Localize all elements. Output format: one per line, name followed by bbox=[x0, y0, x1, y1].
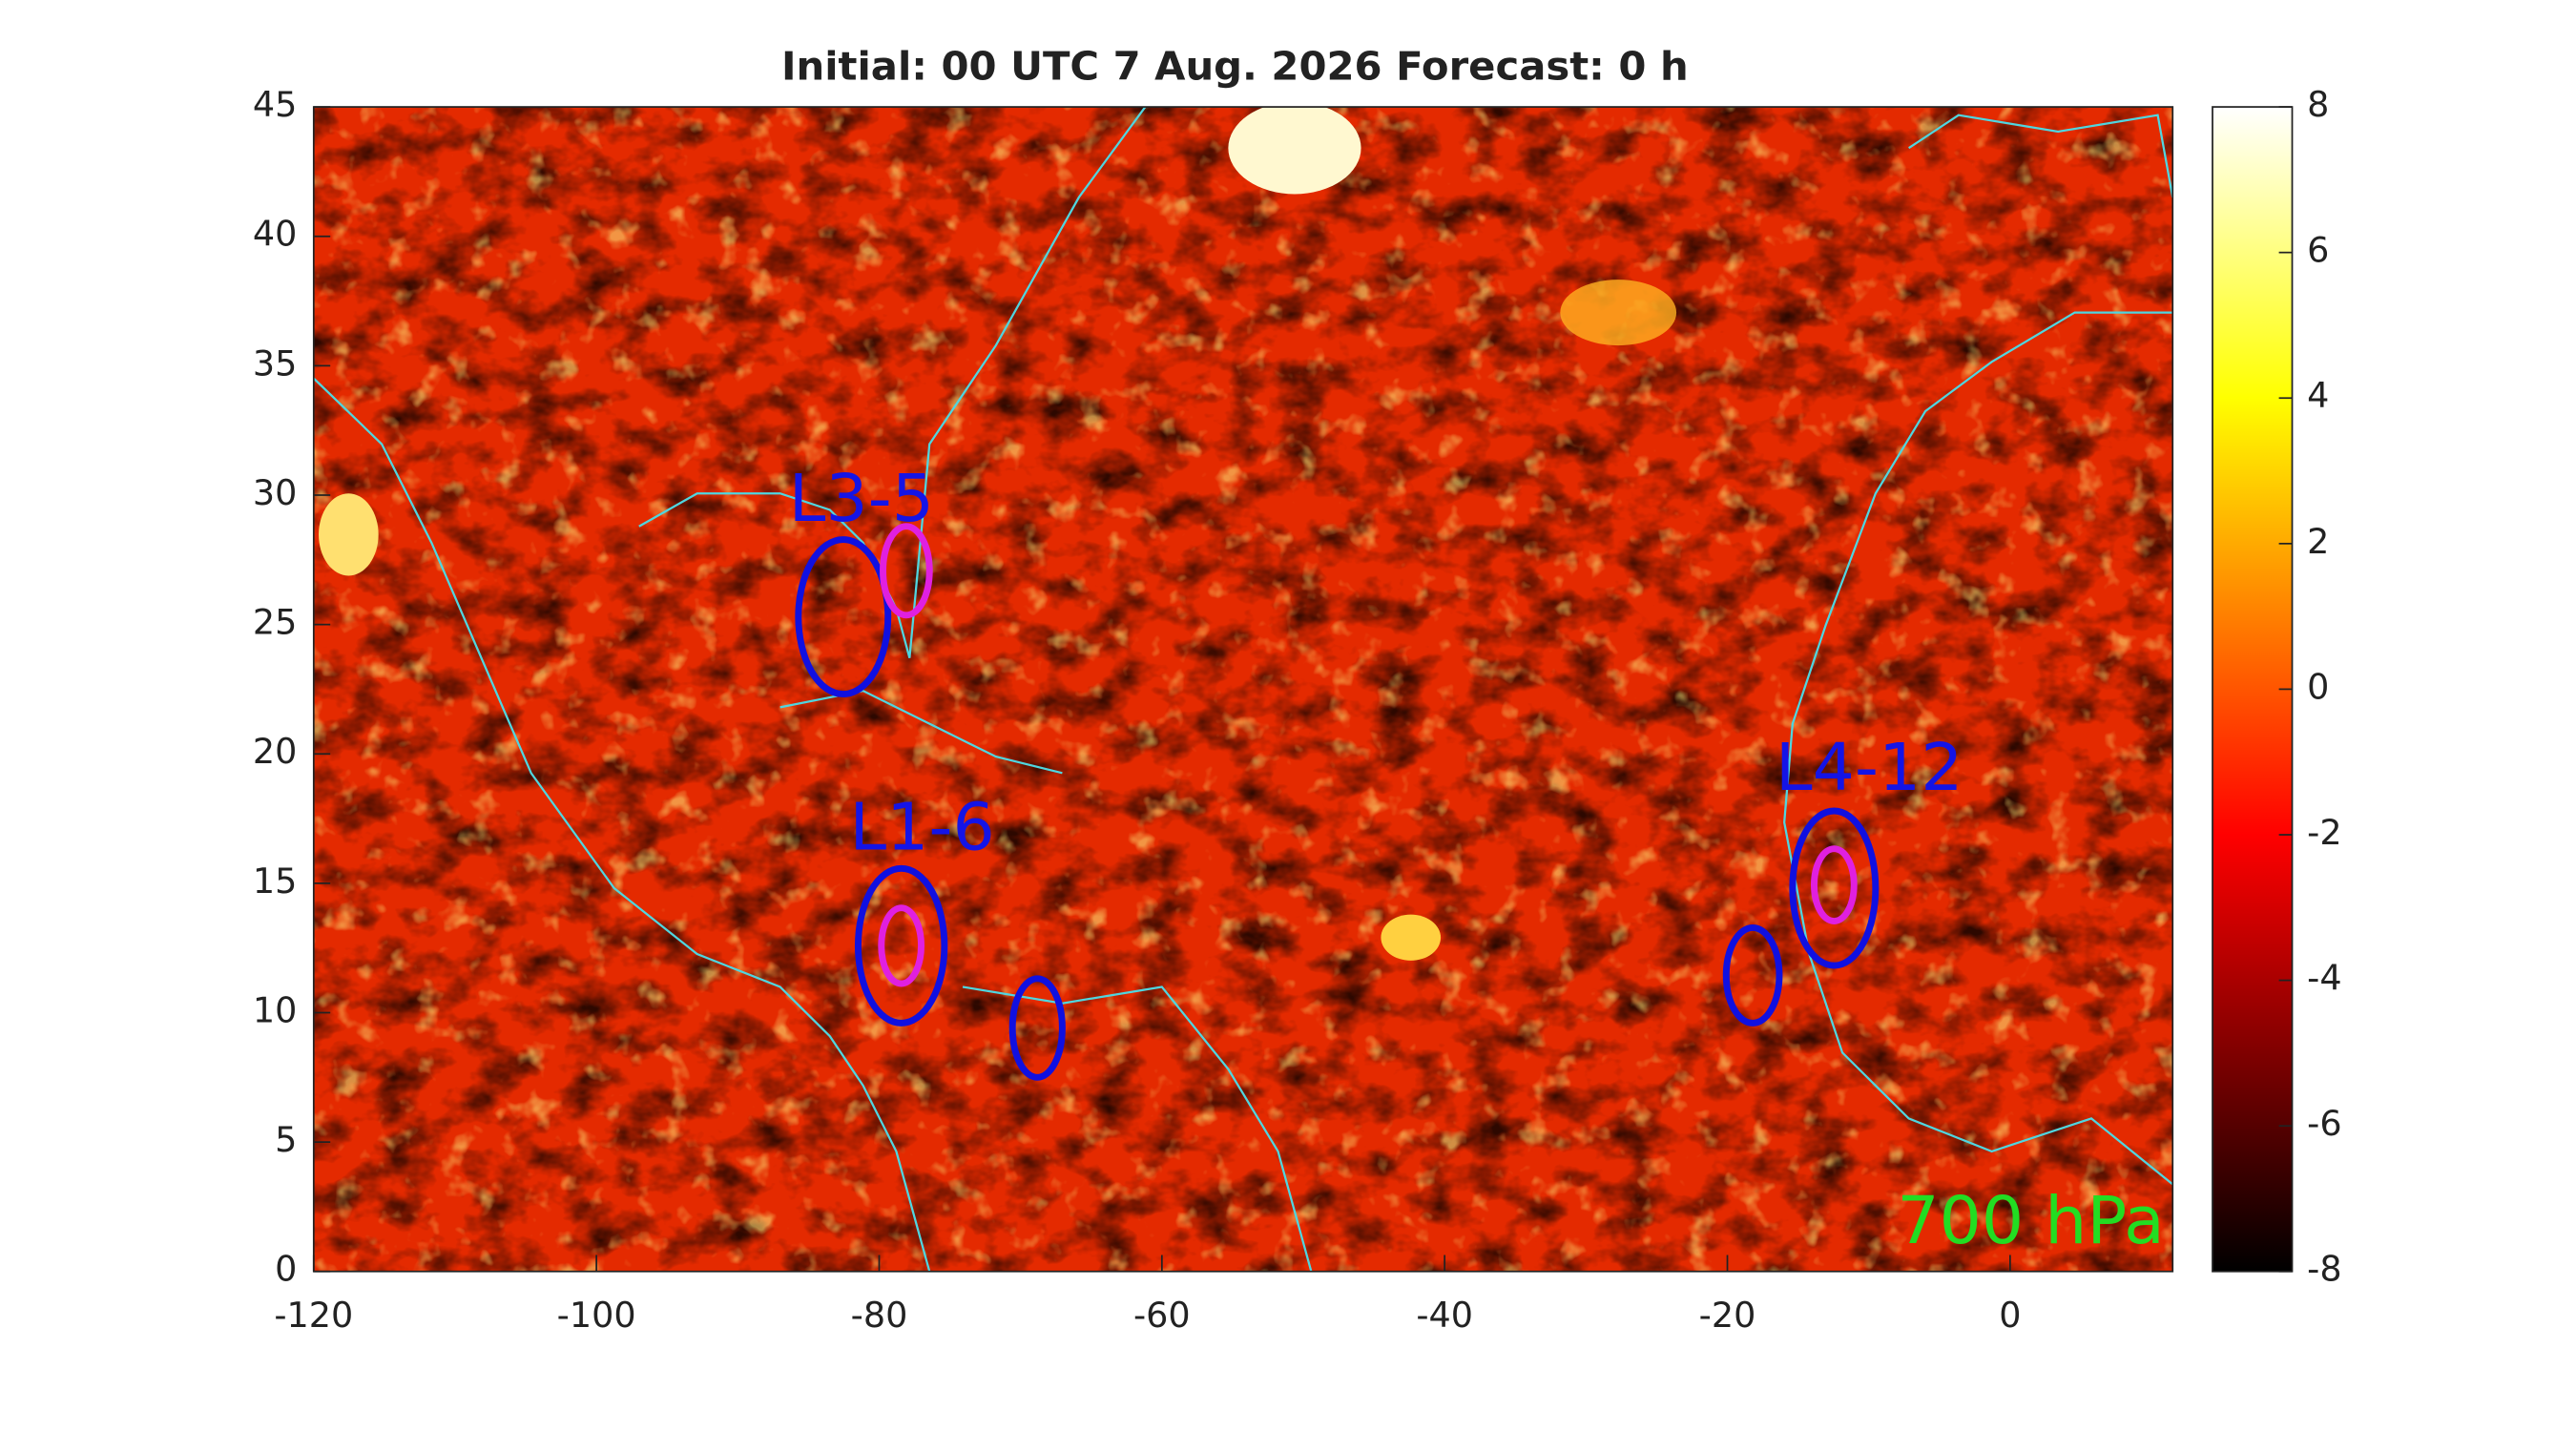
x-tick-label: -100 bbox=[557, 1295, 636, 1336]
y-tick-label: 25 bbox=[253, 602, 297, 643]
colorbar-tick-label: 4 bbox=[2307, 375, 2329, 416]
annotation: L3-5 bbox=[789, 461, 934, 537]
region-ellipse bbox=[1722, 923, 1783, 1027]
annotation: L1-6 bbox=[849, 790, 994, 866]
plot-frame bbox=[312, 106, 2174, 1273]
region-ellipse bbox=[878, 904, 925, 987]
chart-title: Initial: 00 UTC 7 Aug. 2026 Forecast: 0 … bbox=[781, 43, 1689, 90]
region-ellipse bbox=[880, 523, 933, 619]
region-ellipse bbox=[1008, 975, 1066, 1081]
region-ellipse bbox=[1789, 807, 1880, 969]
y-tick-label: 45 bbox=[253, 84, 297, 125]
annotation: L4-12 bbox=[1776, 730, 1963, 806]
x-tick-label: -80 bbox=[851, 1295, 908, 1336]
y-tick-label: 10 bbox=[253, 990, 297, 1031]
region-ellipse bbox=[795, 536, 892, 698]
colorbar-tick-label: -6 bbox=[2307, 1103, 2341, 1144]
region-ellipse bbox=[1811, 845, 1858, 924]
x-tick-label: -20 bbox=[1699, 1295, 1756, 1336]
field bbox=[313, 107, 2173, 1272]
x-tick-label: -120 bbox=[274, 1295, 353, 1336]
y-tick-label: 35 bbox=[253, 342, 297, 384]
colorbar-tick-label: -4 bbox=[2307, 958, 2341, 999]
y-tick-label: 0 bbox=[275, 1249, 297, 1290]
x-tick-label: 0 bbox=[1999, 1295, 2021, 1336]
y-tick-label: 5 bbox=[275, 1119, 297, 1160]
y-tick-label: 20 bbox=[253, 731, 297, 772]
colorbar-tick-label: 8 bbox=[2307, 84, 2329, 125]
colorbar-tick-label: -2 bbox=[2307, 812, 2341, 853]
coastlines bbox=[313, 107, 2173, 1272]
region-ellipse bbox=[854, 864, 948, 1027]
annotation: 700 hPa bbox=[1897, 1183, 2164, 1259]
colorbar-tick-label: 6 bbox=[2307, 230, 2329, 271]
x-tick-label: -40 bbox=[1416, 1295, 1473, 1336]
colorbar-tick-label: -8 bbox=[2307, 1249, 2341, 1290]
regions bbox=[795, 523, 1880, 1081]
y-tick-label: 30 bbox=[253, 472, 297, 513]
colorbar-tick-label: 2 bbox=[2307, 521, 2329, 562]
x-tick-label: -60 bbox=[1133, 1295, 1191, 1336]
y-tick-label: 40 bbox=[253, 214, 297, 255]
y-tick-label: 15 bbox=[253, 861, 297, 902]
colorbar-tick-label: 0 bbox=[2307, 667, 2329, 708]
